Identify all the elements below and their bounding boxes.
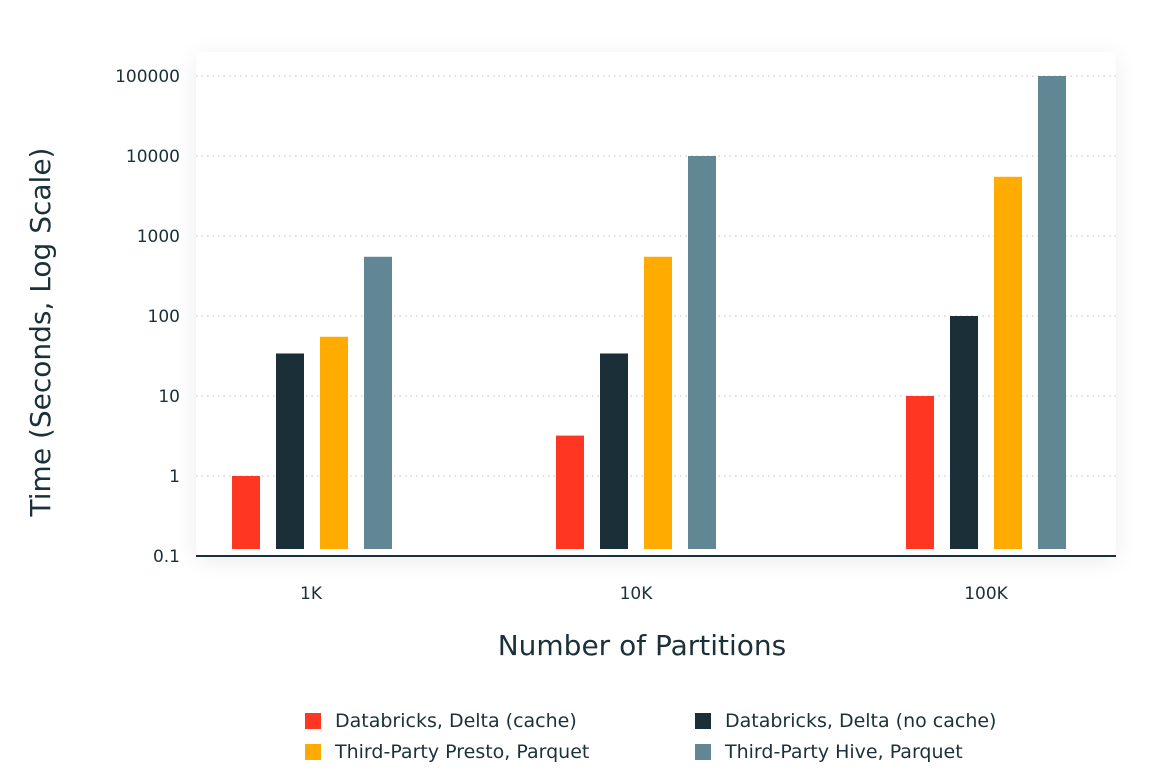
bar-10k-series-0 <box>556 435 584 549</box>
legend-swatch <box>695 713 711 729</box>
legend-swatch <box>695 744 711 760</box>
legend-item-hive-parquet: Third-Party Hive, Parquet <box>695 741 963 763</box>
bar-10k-series-1 <box>600 353 628 549</box>
legend-swatch <box>305 713 321 729</box>
legend-label: Databricks, Delta (no cache) <box>725 710 997 732</box>
legend-swatch <box>305 744 321 760</box>
bar-1k-series-1 <box>276 353 304 549</box>
y-tick-label: 1000 <box>137 227 180 247</box>
y-tick-label: 1 <box>169 467 180 487</box>
legend-item-delta-cache: Databricks, Delta (cache) <box>305 710 577 732</box>
y-tick-label: 0.1 <box>153 547 180 567</box>
legend-item-presto-parquet: Third-Party Presto, Parquet <box>305 741 589 763</box>
legend-item-delta-no-cache: Databricks, Delta (no cache) <box>695 710 996 732</box>
x-axis-title: Number of Partitions <box>498 629 787 662</box>
bar-1k-series-3 <box>364 256 392 549</box>
y-axis-title: Time (Seconds, Log Scale) <box>24 148 57 518</box>
bar-1k-series-0 <box>232 476 260 549</box>
legend-label: Databricks, Delta (cache) <box>335 710 577 732</box>
y-tick-label: 100000 <box>115 67 180 87</box>
bar-1k-series-2 <box>320 336 348 549</box>
bar-chart: 0.1 1 10 100 1000 10000 100000 1K 10K 100K Numbe… <box>24 67 1116 662</box>
bar-100k-series-3 <box>1038 76 1066 549</box>
x-tick-label: 100K <box>964 584 1008 604</box>
bar-100k-series-0 <box>906 396 934 549</box>
legend-label: Third-Party Hive, Parquet <box>725 741 963 763</box>
bar-10k-series-3 <box>688 156 716 549</box>
bars <box>232 76 1066 549</box>
y-tick-label: 10 <box>158 387 180 407</box>
bar-100k-series-2 <box>994 176 1022 549</box>
legend-label: Third-Party Presto, Parquet <box>335 741 590 763</box>
x-tick-label: 1K <box>300 584 323 604</box>
y-tick-label: 10000 <box>126 147 180 167</box>
y-axis-ticks: 0.1 1 10 100 1000 10000 100000 <box>115 67 180 567</box>
x-tick-label: 10K <box>620 584 654 604</box>
y-tick-label: 100 <box>148 307 180 327</box>
x-axis-ticks: 1K 10K 100K <box>300 584 1009 604</box>
bar-100k-series-1 <box>950 316 978 549</box>
bar-10k-series-2 <box>644 256 672 549</box>
